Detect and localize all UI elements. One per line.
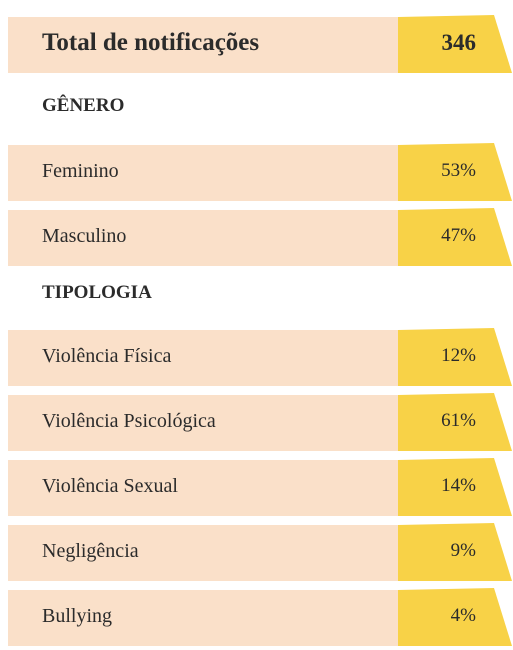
value-bg xyxy=(398,328,512,386)
label-bg xyxy=(8,525,403,581)
row-label: Negligência xyxy=(42,540,139,562)
value-bg xyxy=(398,393,512,451)
label-bg xyxy=(8,330,403,386)
row-label: Total de notificações xyxy=(42,29,260,56)
row-value: 4% xyxy=(450,605,476,626)
label-bg xyxy=(8,210,403,266)
row-value: 47% xyxy=(441,225,476,246)
value-bg xyxy=(398,588,512,646)
value-bg xyxy=(398,15,512,73)
row: Total de notificações 346 xyxy=(8,15,513,73)
row-background xyxy=(8,208,512,266)
row-value: 53% xyxy=(441,160,476,181)
section-title: TIPOLOGIA xyxy=(42,282,152,303)
row-background xyxy=(8,393,512,451)
row-label: Violência Física xyxy=(42,345,172,367)
row-value: 14% xyxy=(441,475,476,496)
row-value: 9% xyxy=(450,540,476,561)
row: Violência Sexual 14% xyxy=(8,458,513,516)
section-title: GÊNERO xyxy=(42,95,125,116)
label-bg xyxy=(8,145,403,201)
row-label: Masculino xyxy=(42,225,127,247)
value-bg xyxy=(398,208,512,266)
value-bg xyxy=(398,458,512,516)
value-bg xyxy=(398,523,512,581)
row: Violência Física 12% xyxy=(8,328,513,386)
row-background xyxy=(8,15,512,73)
row-value: 12% xyxy=(441,345,476,366)
row: Masculino 47% xyxy=(8,208,513,266)
row-value: 61% xyxy=(441,410,476,431)
value-bg xyxy=(398,143,512,201)
label-bg xyxy=(8,17,403,73)
row-background xyxy=(8,143,512,201)
row: Negligência 9% xyxy=(8,523,513,581)
row-background xyxy=(8,458,512,516)
row: Feminino 53% xyxy=(8,143,513,201)
row-label: Violência Psicológica xyxy=(42,410,216,432)
row-label: Bullying xyxy=(42,605,113,627)
row-background xyxy=(8,588,512,646)
label-bg xyxy=(8,395,403,451)
label-bg xyxy=(8,590,403,646)
row-value: 346 xyxy=(441,30,477,55)
row: Violência Psicológica 61% xyxy=(8,393,513,451)
row: Bullying 4% xyxy=(8,588,513,646)
label-bg xyxy=(8,460,403,516)
row-label: Feminino xyxy=(42,160,119,182)
row-background xyxy=(8,523,512,581)
row-background xyxy=(8,328,512,386)
row-label: Violência Sexual xyxy=(42,475,178,497)
